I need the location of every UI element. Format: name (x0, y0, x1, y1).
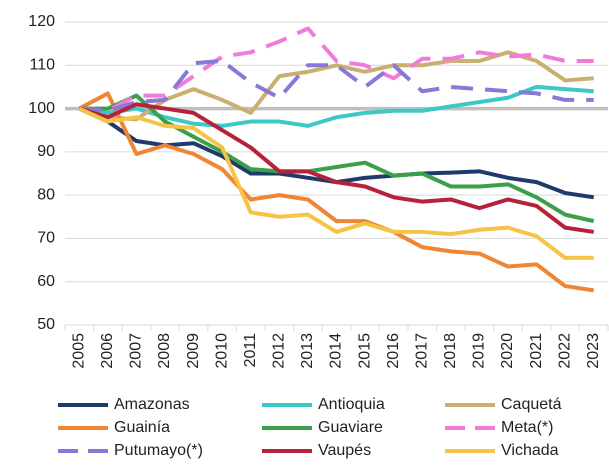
legend-label: Guaviare (318, 419, 383, 436)
legend-label: Putumayo(*) (114, 442, 203, 459)
y-tick-label: 90 (37, 143, 55, 160)
x-tick-label: 2023 (585, 333, 602, 369)
series-line (79, 93, 595, 224)
legend-label: Caquetá (501, 396, 562, 413)
x-tick-label: 2018 (442, 333, 459, 369)
x-tick-label: 2020 (499, 333, 516, 369)
series-line (79, 58, 594, 113)
x-tick-label: 2019 (471, 333, 488, 369)
y-tick-label: 80 (37, 186, 55, 203)
y-tick-label: 110 (29, 57, 55, 74)
series-line (78, 106, 594, 260)
x-tick-label: 2013 (299, 333, 316, 369)
legend-label: Amazonas (114, 396, 190, 413)
x-tick-label: 2006 (99, 333, 116, 369)
x-tick-label: 2017 (413, 333, 430, 369)
x-tick-label: 2015 (356, 333, 373, 369)
x-tick-label: 2022 (556, 333, 573, 369)
x-tick-label: 2010 (213, 333, 230, 369)
y-tick-label: 100 (28, 100, 55, 117)
x-tick-label: 2011 (242, 333, 259, 368)
y-tick-label: 70 (37, 230, 55, 247)
legend-label: Vaupés (318, 442, 371, 459)
series-line (78, 91, 595, 293)
series-line (78, 84, 594, 128)
y-tick-label: 60 (37, 273, 55, 290)
series-line (78, 102, 595, 234)
x-tick-label: 2007 (128, 333, 145, 369)
x-tick-label: 2016 (385, 333, 402, 369)
series-line (79, 26, 594, 113)
legend-label: Vichada (501, 442, 559, 459)
legend-label: Guainía (114, 419, 170, 436)
x-tick-label: 2021 (528, 333, 545, 369)
legend-label: Meta(*) (501, 419, 553, 436)
y-tick-label: 120 (28, 13, 55, 30)
x-tick-label: 2008 (156, 333, 173, 369)
legend-label: Antioquia (318, 396, 385, 413)
y-tick-label: 50 (37, 316, 55, 333)
x-tick-label: 2009 (185, 333, 202, 369)
x-tick-label: 2014 (328, 333, 345, 369)
x-tick-label: 2005 (71, 333, 88, 369)
x-tick-label: 2012 (271, 333, 288, 369)
